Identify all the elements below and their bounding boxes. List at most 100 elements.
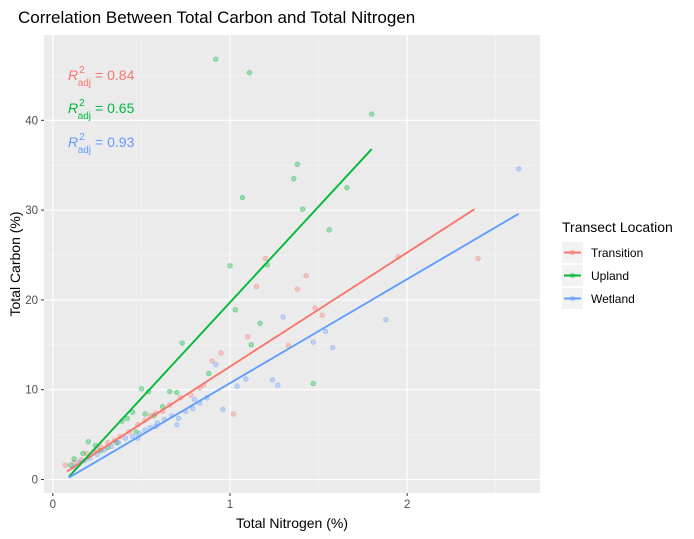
r2-symbol: R: [68, 100, 78, 116]
upland-point: [213, 56, 219, 62]
wetland-point: [516, 166, 522, 172]
transition-point: [262, 255, 269, 262]
upland-point: [80, 450, 86, 457]
y-tick-label: 40: [25, 115, 38, 127]
transition-point: [230, 411, 237, 417]
r2-value: = 0.65: [95, 100, 135, 116]
r2-annotation-wetland: R2 adj = 0.93: [68, 132, 135, 156]
upland-point: [232, 307, 239, 313]
y-tick-label: 0: [32, 475, 38, 487]
x-axis-title: Total Nitrogen (%): [236, 515, 348, 531]
upland-point: [257, 320, 263, 326]
upland-point: [142, 411, 148, 417]
legend-point-swatch: [569, 272, 576, 279]
transition-point: [218, 350, 224, 356]
wetland-point: [243, 376, 249, 382]
upland-point: [246, 70, 253, 76]
transition-fit-line: [66, 208, 475, 473]
fit-lines: [66, 148, 520, 479]
r2-value: = 0.84: [95, 67, 135, 83]
r2-annotation-upland: R2 adj = 0.65: [68, 98, 135, 122]
r2-annotation-transition: R2 adj = 0.84: [68, 65, 135, 89]
transition-point: [312, 305, 318, 311]
transition-point: [71, 459, 77, 466]
transition-point: [303, 272, 309, 279]
upland-point: [291, 175, 297, 182]
legend-title: Transect Location: [562, 219, 673, 235]
upland-point: [129, 409, 136, 415]
upland-point: [138, 386, 145, 392]
upland-point: [71, 456, 77, 462]
plot-panel: [44, 35, 540, 493]
r2-subscript: adj: [78, 111, 91, 122]
x-axis-ticks: 0 1 2: [50, 493, 410, 511]
legend-item-transition: Transition: [562, 242, 643, 263]
transition-point: [253, 283, 260, 290]
upland-point: [67, 462, 74, 468]
legend-label: Wetland: [591, 292, 635, 306]
wetland-point: [190, 405, 196, 412]
wetland-point: [115, 440, 122, 446]
minor-gridlines: [44, 35, 540, 493]
upland-point: [248, 342, 254, 348]
upland-point: [294, 161, 301, 168]
y-tick-label: 20: [25, 295, 38, 307]
r2-superscript: 2: [79, 132, 85, 143]
legend: Transect Location Transition Upland Wetlan…: [562, 219, 673, 309]
wetland-point: [330, 344, 336, 351]
upland-point: [174, 389, 180, 396]
major-gridlines: [44, 35, 540, 493]
wetland-point: [129, 433, 136, 440]
transition-point: [475, 255, 481, 262]
chart-title: Correlation Between Total Carbon and Tot…: [18, 8, 415, 27]
y-axis-ticks: 0 10 20 30 40: [25, 115, 44, 487]
r2-symbol: R: [68, 134, 78, 150]
x-tick-label: 0: [50, 499, 56, 511]
wetland-point: [280, 314, 286, 320]
x-tick-label: 1: [227, 499, 233, 511]
legend-item-wetland: Wetland: [562, 288, 635, 309]
wetland-point: [122, 435, 129, 441]
wetland-fit-line: [68, 212, 520, 479]
upland-point: [167, 388, 173, 395]
transition-point: [83, 450, 90, 457]
upland-point: [124, 415, 130, 422]
wetland-point: [310, 339, 316, 345]
upland-point: [344, 184, 350, 191]
transition-point: [294, 286, 301, 292]
legend-label: Upland: [591, 269, 629, 283]
upland-point: [299, 206, 306, 212]
wetland-point: [322, 328, 329, 335]
transition-point: [245, 334, 251, 340]
r2-symbol: R: [68, 67, 78, 83]
r2-superscript: 2: [79, 65, 85, 76]
y-tick-label: 10: [25, 385, 38, 397]
legend-point-swatch: [569, 249, 576, 256]
wetland-point: [220, 406, 226, 413]
wetland-point: [234, 383, 240, 389]
wetland-point: [275, 382, 281, 388]
legend-items: Transition Upland Wetland: [562, 242, 643, 309]
transition-point: [209, 358, 215, 364]
upland-point: [326, 227, 332, 233]
wetland-point: [191, 396, 198, 403]
legend-item-upland: Upland: [562, 265, 629, 286]
legend-label: Transition: [591, 246, 643, 260]
upland-point: [310, 380, 316, 387]
upland-point: [369, 111, 375, 117]
transition-point: [319, 312, 325, 318]
upland-point: [179, 340, 185, 346]
x-tick-label: 2: [404, 499, 410, 511]
r2-superscript: 2: [79, 98, 85, 109]
upland-point: [227, 263, 233, 269]
r2-subscript: adj: [78, 145, 91, 156]
y-axis-title: Total Carbon (%): [7, 211, 23, 316]
wetland-point: [213, 361, 219, 368]
legend-point-swatch: [569, 295, 576, 302]
wetland-point: [175, 415, 182, 422]
wetland-point: [174, 422, 180, 428]
r2-value: = 0.93: [95, 134, 135, 150]
